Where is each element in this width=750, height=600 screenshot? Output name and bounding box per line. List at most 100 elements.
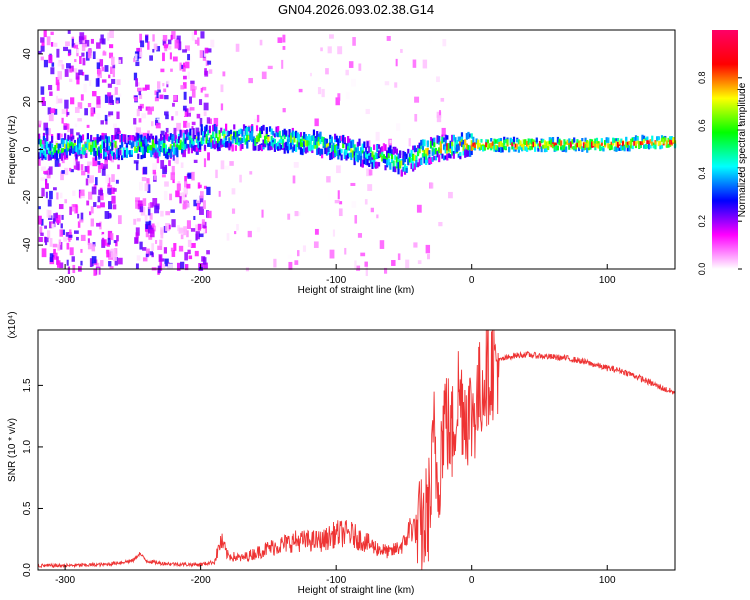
spectrogram-ridge-cell (291, 139, 294, 146)
spectrogram-cell (47, 199, 52, 207)
spectrogram-ridge-cell (218, 134, 221, 142)
spectrogram-data (38, 30, 677, 277)
spectrogram-cell (148, 94, 151, 98)
spectrogram-ridge-cell (151, 150, 155, 155)
spectrogram-cell (329, 34, 334, 39)
spectrogram-cell (107, 184, 113, 189)
spectrogram-ridge-cell (314, 142, 317, 149)
spectrogram-ridge-cell (109, 153, 112, 161)
spectrogram-ridge-cell (621, 145, 625, 151)
spectrogram-cell (162, 82, 165, 87)
snr-x-tick-label: -300 (55, 575, 75, 586)
spectrogram-cell (74, 59, 77, 63)
spectrogram-ridge-cell (140, 145, 143, 153)
spectrogram-ridge-cell (381, 146, 384, 152)
spectrogram-cell (61, 64, 65, 70)
spectrogram-ridge-cell (168, 136, 171, 142)
spectrogram-cell (352, 37, 356, 46)
spectrogram-ridge-cell (351, 139, 355, 148)
spectrogram-ridge-cell (423, 139, 426, 147)
spectrogram-ridge-cell (140, 134, 143, 142)
spectrogram-cell (101, 231, 105, 236)
spectrogram-ridge-cell (127, 150, 130, 155)
spectrogram-cell (364, 261, 368, 267)
spectrogram-ridge-cell (83, 144, 86, 151)
spectrogram-ridge-cell (420, 159, 423, 166)
spectrogram-ridge-cell (251, 126, 254, 134)
spectrogram-cell (64, 99, 69, 109)
spectrogram-ridge-cell (421, 139, 425, 146)
spectrogram-ridge-cell (104, 135, 107, 143)
spectrogram-cell (239, 174, 242, 183)
spectrogram-cell (100, 202, 105, 208)
spectrogram-ridge-cell (83, 147, 86, 156)
spectrogram-ridge-cell (350, 148, 353, 153)
spectrogram-ridge-cell (589, 144, 592, 150)
spectrogram-ridge-cell (239, 140, 242, 148)
spectrogram-ridge-cell (301, 135, 304, 142)
spectrogram-ridge-cell (371, 162, 374, 169)
spectrogram-cell (152, 48, 155, 53)
spectrogram-ridge-cell (62, 139, 65, 148)
spectrogram-cell (89, 175, 95, 183)
spectrogram-ridge-cell (317, 136, 320, 142)
spectrogram-ridge-cell (286, 146, 290, 154)
spectrogram-ridge-cell (205, 133, 208, 139)
spectrogram-cell (152, 163, 158, 170)
spectrogram-ridge-cell (39, 150, 42, 157)
spectrogram-ridge-cell (423, 156, 426, 164)
spectrogram-cell (187, 54, 191, 61)
spectrogram-ridge-cell (626, 141, 629, 147)
spectrogram-ridge-cell (366, 154, 369, 160)
spectrogram-cell (427, 254, 431, 260)
spectrogram-cell (429, 182, 434, 189)
spectrogram-cell (50, 67, 55, 75)
spectrogram-ridge-cell (186, 133, 189, 141)
spectrogram-ridge-cell (594, 138, 597, 144)
spectrogram-x-tick-label: 0 (469, 275, 475, 286)
spectrogram-ridge-cell (303, 141, 306, 148)
spectrogram-ridge-cell (490, 142, 493, 148)
spectrogram-ridge-cell (107, 153, 111, 160)
spectrogram-ridge-cell (293, 144, 296, 150)
spectrogram-cell (200, 224, 204, 233)
spectrogram-cell (328, 191, 331, 200)
spectrogram-ridge-cell (397, 153, 400, 160)
spectrogram-ridge-cell (610, 141, 613, 145)
spectrogram-cell (111, 174, 115, 183)
spectrogram-ridge-cell (564, 147, 568, 153)
spectrogram-cell (186, 230, 189, 238)
spectrogram-cell (72, 204, 78, 208)
spectrogram-ridge-cell (57, 148, 60, 154)
spectrogram-ridge-cell (171, 145, 174, 152)
spectrogram-cell (109, 30, 114, 39)
spectrogram-ridge-cell (368, 153, 371, 158)
spectrogram-ridge-cell (153, 143, 156, 149)
spectrogram-cell (145, 35, 149, 43)
spectrogram-cell (414, 96, 420, 103)
spectrogram-y-tick-label: 40 (22, 48, 33, 60)
spectrogram-cell (155, 123, 161, 129)
spectrogram-ridge-cell (641, 134, 644, 141)
spectrogram-cell (92, 242, 96, 247)
spectrogram-ridge-cell (72, 135, 75, 140)
spectrogram-ridge-cell (334, 133, 337, 140)
spectrogram-ridge-cell (568, 138, 571, 144)
spectrogram-ridge-cell (280, 135, 283, 141)
spectrogram-ridge-cell (68, 136, 72, 141)
spectrogram-cell (97, 161, 101, 165)
spectrogram-cell (147, 225, 152, 234)
spectrogram-cell (262, 128, 266, 138)
spectrogram-cell (199, 50, 205, 59)
spectrogram-ridge-cell (303, 131, 306, 139)
spectrogram-cell (335, 97, 340, 106)
spectrogram-ridge-cell (649, 139, 652, 144)
spectrogram-cell (108, 52, 114, 59)
spectrogram-ridge-cell (278, 130, 281, 138)
spectrogram-cell (110, 233, 114, 241)
spectrogram-cell (436, 115, 442, 123)
spectrogram-ridge-cell (657, 141, 660, 147)
spectrogram-ridge-cell (468, 149, 472, 157)
spectrogram-ridge-cell (418, 143, 421, 149)
spectrogram-ridge-cell (480, 138, 483, 143)
